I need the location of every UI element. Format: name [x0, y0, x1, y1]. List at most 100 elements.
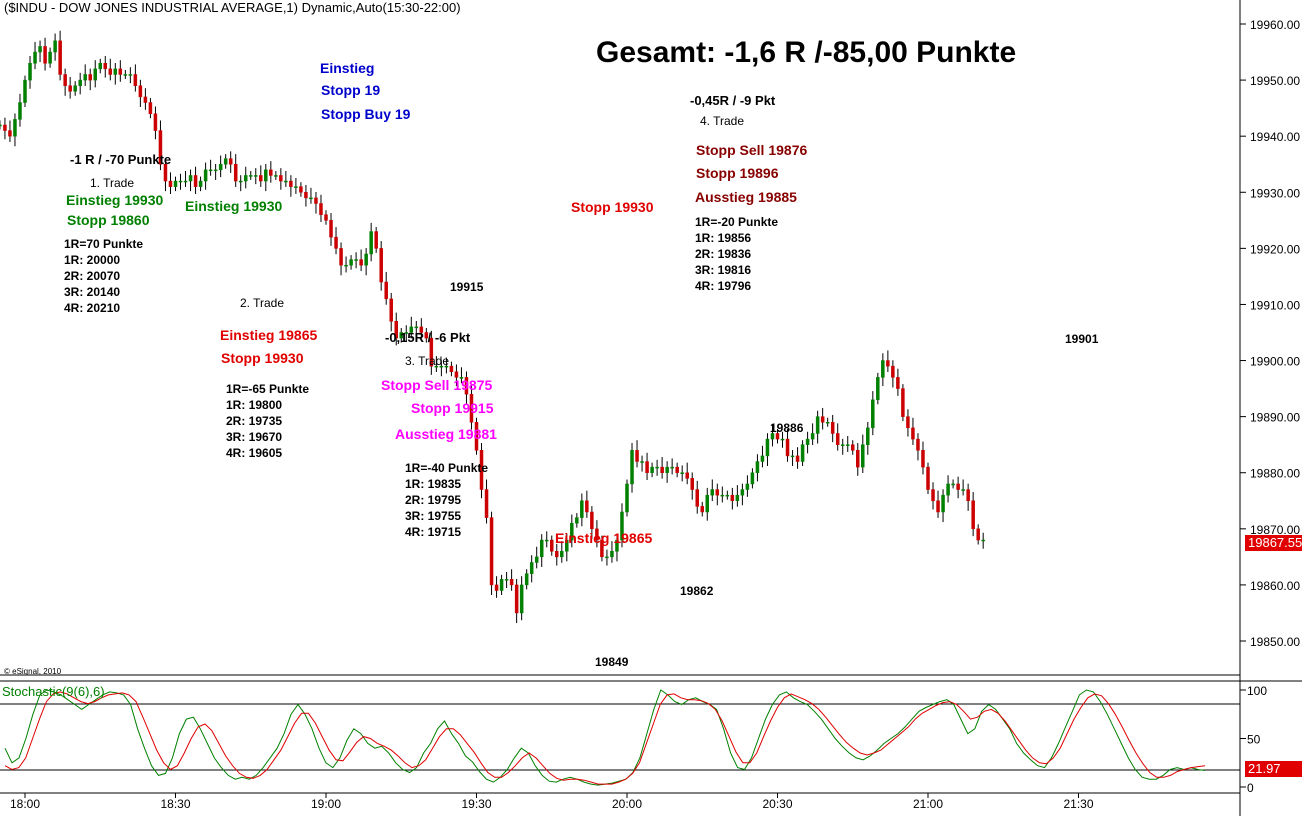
candle-body	[845, 444, 850, 446]
price-tick-label: 19890.00	[1250, 411, 1300, 425]
candle-body	[765, 438, 770, 457]
trade3-r-line: 2R: 19795	[405, 493, 462, 507]
candle-body	[259, 175, 263, 182]
stoch-line-d	[4, 691, 1206, 785]
candle-body	[951, 483, 955, 486]
trade2-r-line: 3R: 19670	[226, 430, 283, 444]
candle-body	[514, 584, 519, 614]
candle-body	[529, 562, 534, 574]
candle-body	[113, 68, 118, 75]
candle-body	[665, 466, 669, 473]
candle-body	[153, 113, 158, 131]
candle-body	[474, 421, 479, 451]
candle-body	[188, 175, 193, 182]
candle-body	[489, 517, 494, 586]
candle-body	[630, 450, 634, 485]
candle-body	[454, 371, 459, 378]
candle-body	[319, 203, 323, 215]
stochastic-panel	[0, 689, 1240, 786]
candle-body	[254, 175, 258, 177]
candle-body	[344, 264, 348, 267]
trade4-r-levels: 1R=-20 Punkte 1R: 19856 2R: 19836 3R: 19…	[695, 214, 778, 294]
candle-body	[143, 96, 148, 103]
candle-body	[238, 180, 243, 183]
candle-body	[881, 360, 885, 378]
candle-body	[23, 79, 27, 103]
candle-body	[871, 399, 875, 429]
candle-body	[876, 377, 880, 401]
candle-body	[635, 450, 639, 462]
price-tick-label: 19870.00	[1250, 523, 1300, 537]
candle-body	[861, 444, 865, 468]
candle-body	[760, 455, 765, 462]
candle-body	[805, 438, 810, 445]
price-tick-label: 19900.00	[1250, 355, 1300, 369]
candle-body	[570, 522, 574, 541]
candle-body	[218, 163, 223, 171]
candle-body	[961, 489, 965, 491]
blue-entry: Einstieg	[320, 60, 375, 76]
trade3-stop: Stopp 19915	[411, 400, 494, 416]
stoch-axis: 100 50 0	[1240, 684, 1267, 795]
candle-body	[976, 528, 980, 541]
trade3-exit: Ausstieg 19881	[395, 426, 497, 442]
candle-body	[615, 539, 619, 552]
candle-body	[971, 500, 975, 530]
price-tick-label: 19930.00	[1250, 186, 1300, 200]
candle-body	[148, 102, 153, 114]
time-tick-label: 18:30	[160, 797, 190, 811]
trade2-stop: Stopp 19930	[221, 350, 304, 366]
candle-body	[419, 326, 424, 333]
candle-body	[735, 494, 740, 502]
candle-body	[279, 175, 283, 182]
candle-body	[956, 483, 960, 490]
candle-body	[274, 175, 278, 177]
last-price-tag: 19867.55	[1245, 535, 1302, 551]
candle-body	[685, 472, 689, 479]
candle-body	[379, 248, 383, 283]
candle-body	[534, 556, 539, 563]
blue-stop-buy: Stopp Buy 19	[321, 106, 411, 122]
candle-body	[78, 79, 82, 86]
candle-body	[43, 46, 47, 64]
candle-body	[68, 85, 72, 92]
trade3-r-line: 1R: 19835	[405, 477, 462, 491]
candle-body	[590, 511, 594, 530]
candle-body	[705, 494, 710, 513]
candle-body	[600, 539, 604, 558]
trade1-stop: Stopp 19860	[67, 212, 150, 228]
stoch-tick-label: 0	[1247, 781, 1254, 795]
candle-body	[269, 169, 273, 176]
candle-body	[519, 584, 524, 614]
candle-body	[88, 74, 92, 81]
candle-body	[680, 472, 684, 474]
candle-body	[394, 321, 398, 339]
candle-body	[0, 124, 2, 127]
candle-body	[359, 259, 363, 266]
candle-body	[369, 231, 373, 255]
candle-body	[820, 416, 825, 423]
trade4-exit: Ausstieg 19885	[695, 189, 797, 205]
trade1-result: -1 R / -70 Punkte	[70, 152, 172, 167]
candle-body	[133, 74, 138, 86]
time-axis: 18:00 18:30 19:00 19:30 20:00 20:30 21:00 21:30	[10, 793, 1094, 811]
candle-body	[449, 365, 454, 373]
candle-body	[103, 63, 108, 70]
candle-body	[228, 158, 233, 165]
candle-body	[108, 68, 113, 75]
candle-body	[580, 500, 584, 518]
candle-body	[720, 494, 725, 497]
candle-body	[575, 517, 579, 524]
candle-body	[38, 46, 42, 53]
candle-body	[524, 573, 529, 586]
candle-body	[946, 483, 950, 496]
candle-body	[389, 298, 393, 322]
candle-body	[941, 494, 945, 513]
candle-body	[565, 539, 569, 552]
stoch-tick-label: 50	[1247, 733, 1261, 747]
candle-body	[414, 326, 419, 329]
candle-body	[128, 74, 133, 76]
candle-body	[625, 483, 629, 513]
candle-body	[469, 393, 474, 423]
